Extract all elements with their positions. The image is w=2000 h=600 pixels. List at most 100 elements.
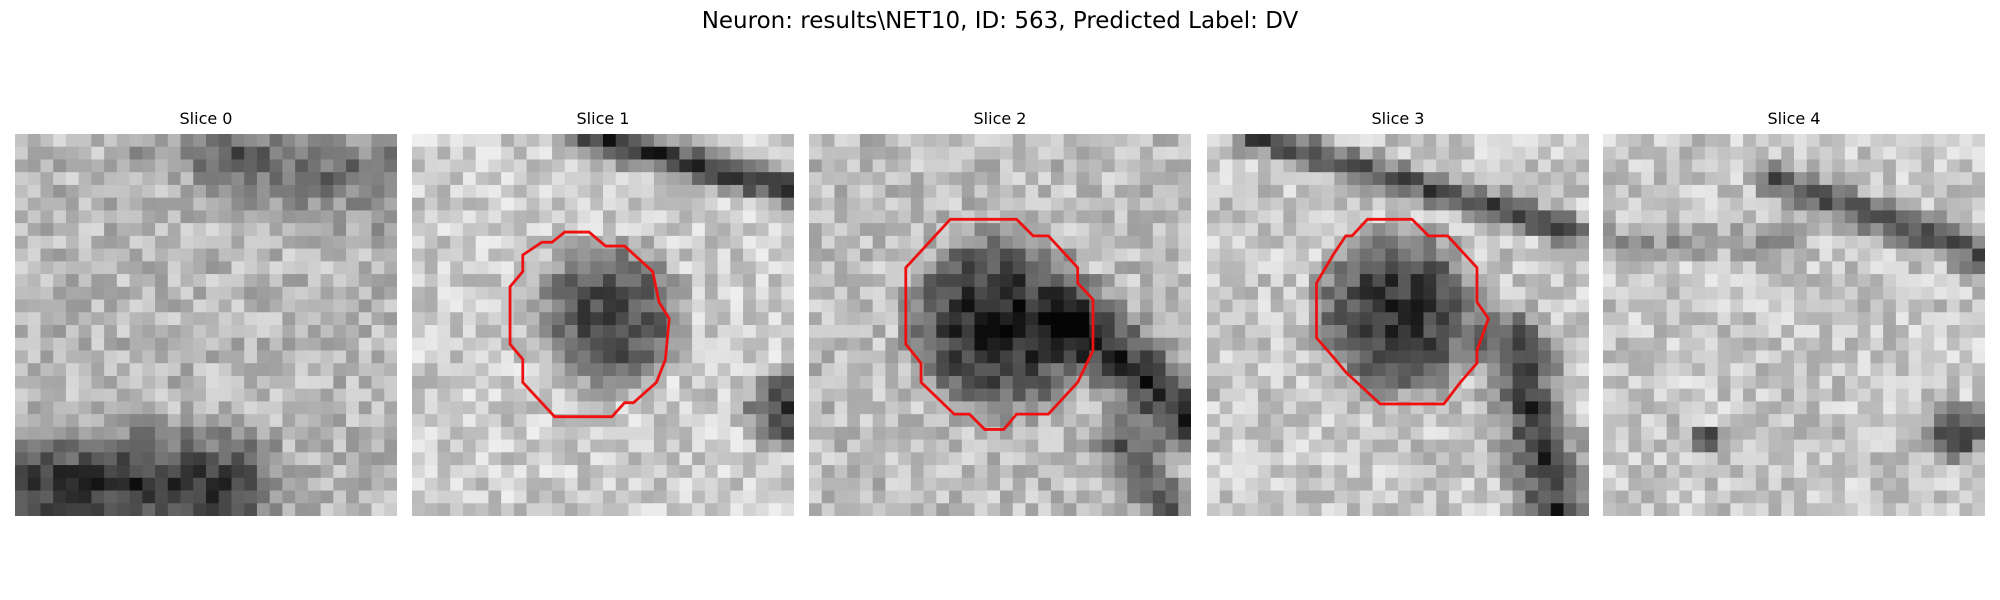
pixel: [424, 184, 438, 199]
pixel: [513, 439, 527, 453]
pixel: [1245, 159, 1259, 173]
pixel: [949, 490, 963, 504]
pixel: [78, 299, 92, 313]
pixel: [1512, 197, 1526, 211]
pixel: [384, 490, 397, 504]
pixel: [1895, 452, 1909, 466]
pixel: [1603, 477, 1617, 491]
pixel: [320, 465, 334, 479]
pixel: [1219, 223, 1233, 237]
pixel: [371, 388, 385, 402]
pixel: [1934, 363, 1948, 377]
pixel: [987, 146, 1001, 160]
pixel: [704, 286, 718, 300]
pixel: [1615, 325, 1629, 339]
pixel: [1050, 274, 1065, 288]
pixel: [526, 375, 540, 390]
pixel: [1436, 210, 1450, 224]
pixel: [129, 490, 143, 504]
pixel: [1908, 197, 1922, 211]
pixel: [949, 426, 963, 440]
pixel: [1257, 223, 1272, 237]
pixel: [244, 197, 258, 211]
pixel: [295, 299, 309, 313]
pixel: [1908, 350, 1922, 364]
pixel: [974, 210, 988, 224]
pixel: [116, 375, 130, 390]
pixel: [1743, 134, 1757, 148]
pixel: [1436, 223, 1450, 237]
pixel: [590, 197, 604, 211]
pixel: [1101, 261, 1115, 275]
pixel: [1474, 248, 1488, 262]
pixel: [1704, 172, 1718, 186]
pixel: [768, 465, 782, 479]
pixel: [1372, 223, 1386, 237]
pixel: [1743, 452, 1757, 466]
pixel: [1436, 134, 1450, 148]
pixel: [1615, 235, 1629, 249]
pixel: [1063, 146, 1077, 160]
pixel: [155, 465, 169, 479]
pixel: [501, 350, 515, 364]
pixel: [552, 172, 566, 186]
pixel: [1895, 401, 1909, 415]
pixel: [462, 172, 477, 186]
pixel: [40, 312, 54, 326]
pixel: [193, 197, 207, 211]
pixel: [91, 375, 105, 390]
pixel: [1870, 261, 1884, 275]
pixel: [15, 235, 29, 249]
pixel: [1283, 452, 1297, 466]
pixel: [949, 375, 963, 390]
pixel: [1101, 325, 1115, 339]
pixel: [1781, 439, 1795, 453]
pixel: [1921, 452, 1935, 466]
pixel: [1895, 197, 1909, 211]
pixel: [1550, 210, 1564, 224]
pixel: [412, 414, 426, 428]
pixel: [1883, 210, 1897, 224]
pixel: [295, 261, 309, 275]
pixel: [1385, 414, 1399, 428]
pixel: [1050, 184, 1065, 199]
pixel: [1628, 414, 1642, 428]
pixel: [1499, 184, 1513, 199]
pixel: [104, 490, 118, 504]
pixel: [180, 325, 194, 339]
pixel: [256, 350, 271, 364]
pixel: [1127, 465, 1141, 479]
pixel: [641, 223, 655, 237]
pixel: [40, 350, 54, 364]
pixel: [142, 210, 156, 224]
pixel: [358, 350, 372, 364]
pixel: [1000, 159, 1014, 173]
pixel: [1768, 388, 1782, 402]
pixel: [1832, 363, 1846, 377]
pixel: [1717, 337, 1731, 351]
pixel: [641, 452, 655, 466]
pixel: [244, 134, 258, 148]
pixel: [577, 172, 591, 186]
pixel: [488, 223, 502, 237]
pixel: [1768, 172, 1782, 186]
pixel: [142, 465, 156, 479]
pixel: [1576, 350, 1589, 364]
pixel: [1499, 274, 1513, 288]
pixel: [1755, 197, 1769, 211]
pixel: [1615, 452, 1629, 466]
pixel: [526, 490, 540, 504]
pixel: [1704, 388, 1718, 402]
pixel: [1679, 299, 1693, 313]
pixel: [1245, 503, 1259, 516]
pixel: [1257, 184, 1272, 199]
pixel: [1025, 235, 1039, 249]
pixel: [513, 477, 527, 491]
pixel: [231, 312, 245, 326]
pixel: [1461, 337, 1475, 351]
pixel: [821, 235, 835, 249]
pixel: [641, 490, 655, 504]
pixel: [269, 439, 283, 453]
pixel: [910, 197, 924, 211]
pixel: [1755, 325, 1769, 339]
